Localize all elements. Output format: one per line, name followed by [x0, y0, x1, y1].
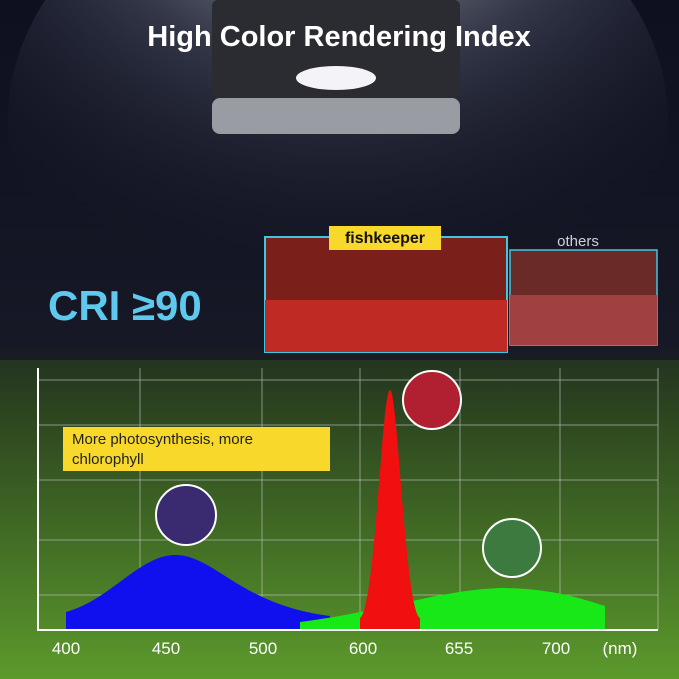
blue-curve [66, 555, 330, 630]
red-curve [360, 390, 420, 630]
annotation-box [63, 427, 330, 471]
x-label: 450 [152, 639, 180, 658]
photo-icons [155, 370, 542, 578]
annotation: More photosynthesis, more [72, 431, 253, 448]
x-label: 500 [249, 639, 277, 658]
unit-label: (nm) [603, 639, 638, 658]
axis [37, 368, 658, 631]
x-label: 700 [542, 639, 570, 658]
title: High Color Rendering Index [147, 21, 530, 53]
x-label: 600 [349, 639, 377, 658]
annotation: chlorophyll [72, 451, 144, 468]
x-label: 400 [52, 639, 80, 658]
aquarium-background [0, 360, 679, 679]
x-labels: 400 450 500 600 655 700 [52, 639, 570, 658]
x-label: 655 [445, 639, 473, 658]
light-fixture [212, 0, 460, 134]
comparison-photos: fishkeeper others [264, 226, 658, 353]
cri-label: CRI ≥90 [48, 282, 202, 329]
others-label: others [557, 233, 599, 250]
ours-label: fishkeeper [345, 230, 425, 247]
